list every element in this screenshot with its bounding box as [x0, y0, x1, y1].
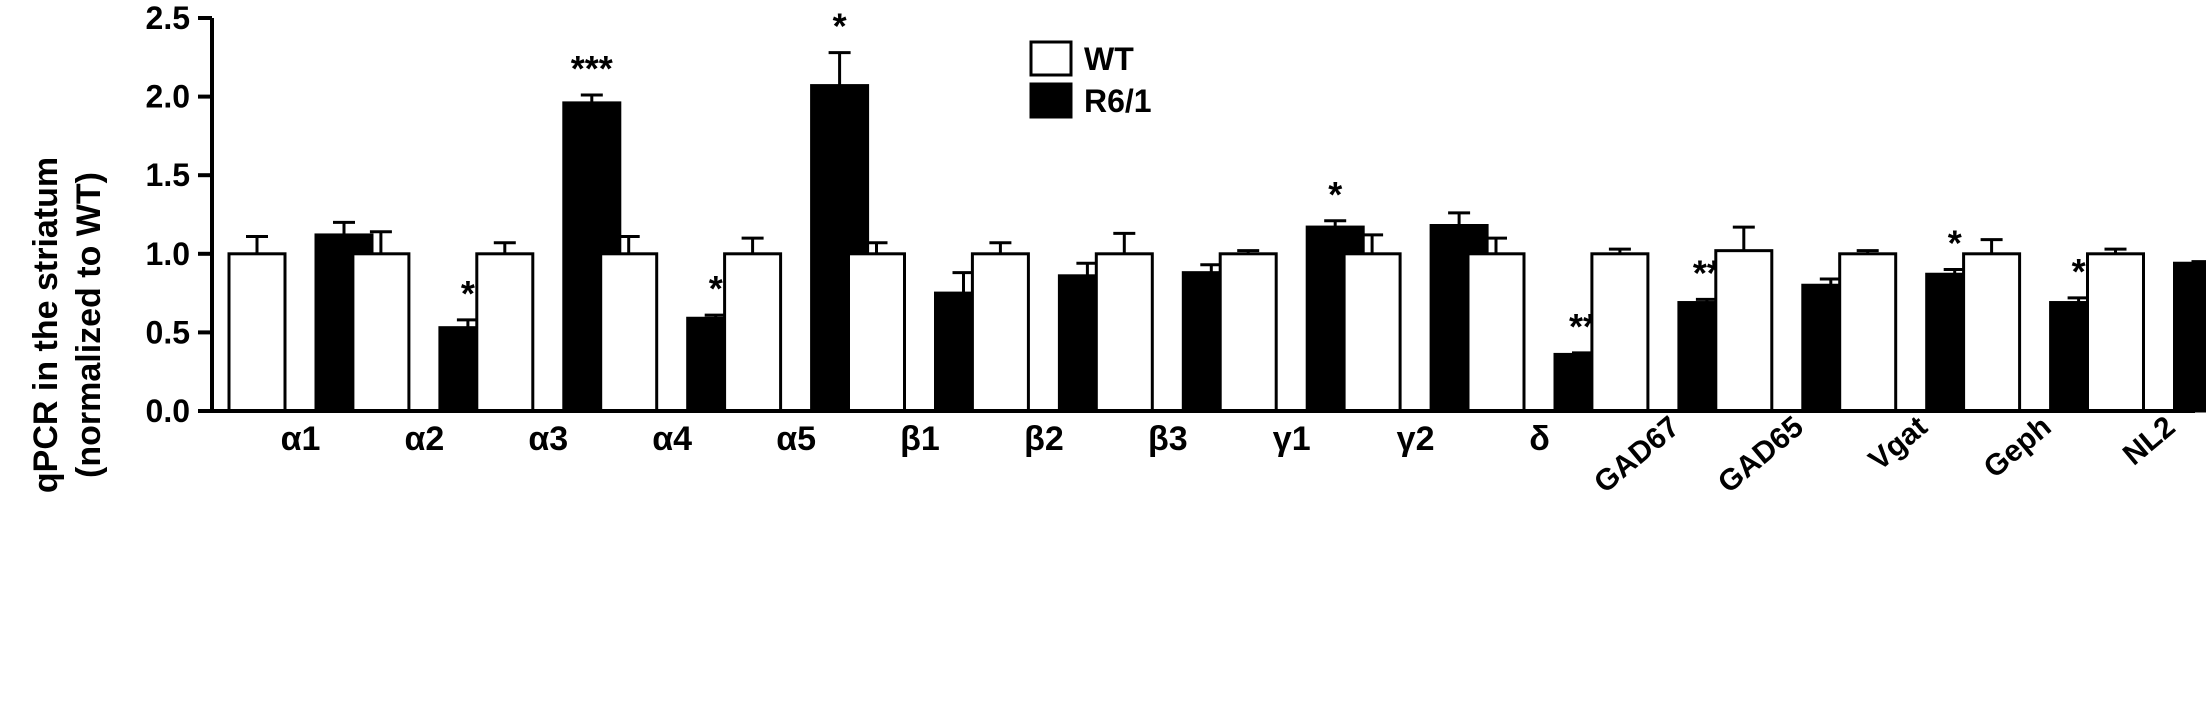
bar-group-0: [227, 220, 374, 413]
y-axis: 0.0 0.5 1.0 1.5 2.0 2.5: [146, 0, 214, 429]
legend-label: WT: [1084, 41, 1134, 77]
bar-r61: [2173, 261, 2206, 413]
bar-wt: [723, 252, 783, 413]
bar-group-6: [970, 241, 1117, 413]
bar-wt: [970, 252, 1030, 413]
y-tick-label: 1.5: [146, 157, 190, 193]
bar-group-14: *: [1962, 238, 2109, 413]
x-category-label: Vgat: [1863, 410, 1934, 477]
significance-marker: *: [833, 6, 847, 47]
bar-wt: [1962, 252, 2022, 413]
y-tick-label: 1.0: [146, 236, 190, 272]
legend-label: R6/1: [1084, 83, 1152, 119]
legend: WT R6/1: [1029, 40, 1152, 119]
bar-wt: [227, 252, 287, 413]
bar-wt: [599, 252, 659, 413]
bar-wt: [1342, 252, 1402, 413]
y-axis-title-line1: qPCR in the striatum: [27, 157, 65, 493]
x-category-label: α2: [404, 420, 444, 458]
y-tick-label: 0.5: [146, 314, 190, 350]
bar-wt: [1094, 252, 1154, 413]
significance-marker: ***: [571, 48, 613, 89]
legend-swatch: [1029, 82, 1073, 119]
bar-wt: [1218, 252, 1278, 413]
y-axis-title-line2: (normalized to WT): [70, 172, 108, 478]
x-axis: α1 α2 α3 α4 α5 β1 β2 β3 γ1 γ2 δ GAD67 GAD65 Vgat Geph N…: [210, 409, 2195, 500]
y-axis-title: qPCR in the striatum (normalized to WT): [27, 157, 108, 493]
y-tick-label: 0.0: [146, 393, 190, 429]
bar-group-1: *: [351, 230, 498, 413]
bar-wt: [351, 252, 411, 413]
bar-group-4: *: [723, 6, 870, 413]
bar-wt: [2086, 252, 2145, 413]
x-category-label: Geph: [1978, 410, 2058, 485]
significance-marker: *: [1328, 174, 1342, 215]
y-tick-label: 2.0: [146, 79, 190, 115]
y-tick-label: 2.5: [146, 0, 190, 36]
x-category-label: γ2: [1397, 420, 1435, 458]
legend-swatch: [1029, 40, 1073, 77]
bar-wt: [1838, 252, 1898, 413]
x-category-label: β3: [1148, 420, 1188, 458]
bar-wt: [847, 252, 906, 413]
x-category-label: α3: [528, 420, 568, 458]
bar-group-9: [1342, 211, 1489, 413]
x-category-label: β2: [1024, 420, 1064, 458]
x-category-label: α1: [281, 420, 321, 458]
bar-group-7: [1094, 231, 1241, 413]
significance-marker: *: [2072, 251, 2086, 292]
bar-group-10: **: [1466, 236, 1613, 413]
bar-group-2: ***: [475, 48, 622, 413]
bar-group-13: *: [1838, 223, 1985, 413]
x-category-label: NL2: [2117, 410, 2182, 472]
bar-wt: [1714, 249, 1774, 413]
bar-group-3: *: [599, 235, 746, 413]
significance-marker: *: [1948, 223, 1962, 264]
x-category-label: α5: [776, 420, 816, 458]
bar-group-11: **: [1590, 247, 1737, 413]
significance-marker: *: [461, 273, 475, 314]
bar-wt: [475, 252, 535, 413]
x-category-label: β1: [900, 420, 940, 458]
bar-group-15: [2086, 247, 2206, 413]
bar-wt: [1466, 252, 1526, 413]
x-category-label: δ: [1529, 420, 1550, 458]
bar-group-8: *: [1218, 174, 1365, 413]
x-category-label: GAD67: [1588, 410, 1686, 500]
significance-marker: *: [709, 268, 723, 309]
bar-group-5: [847, 241, 993, 413]
bar-wt: [1590, 252, 1650, 413]
x-category-label: GAD65: [1712, 410, 1810, 500]
x-category-label: α4: [652, 420, 692, 458]
x-category-label: γ1: [1273, 420, 1311, 458]
bar-series-group: *************: [227, 6, 2206, 413]
bar-group-12: [1714, 225, 1861, 413]
